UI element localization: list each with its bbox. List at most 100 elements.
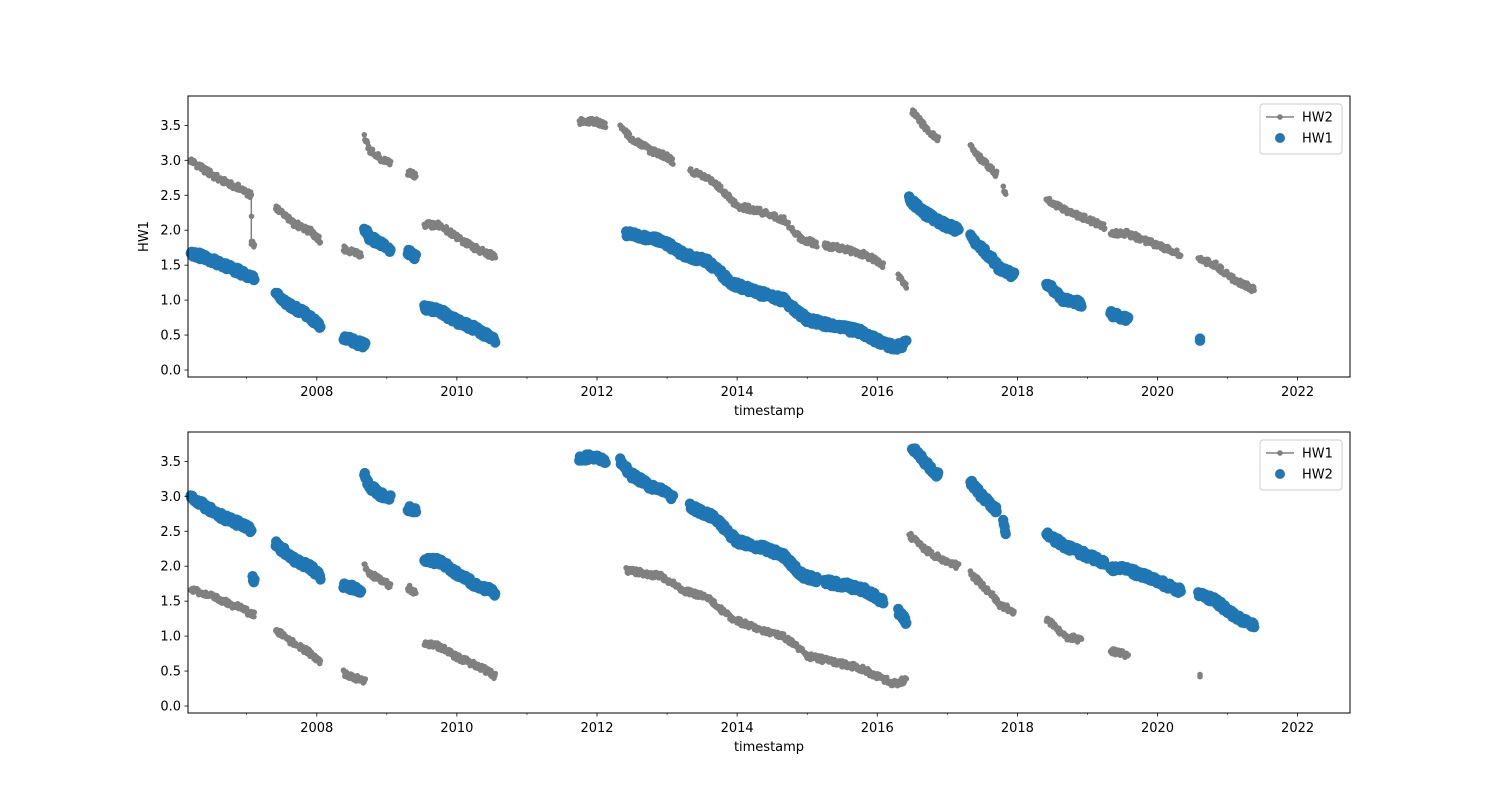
x-tick-label: 2018 bbox=[1001, 385, 1034, 400]
y-tick-label: 1.5 bbox=[160, 595, 181, 610]
data-point bbox=[362, 676, 369, 682]
x-tick-label: 2008 bbox=[300, 721, 333, 736]
data-point bbox=[602, 120, 608, 126]
legend-marker bbox=[1275, 133, 1285, 143]
data-point bbox=[1175, 586, 1186, 597]
series-hw1 bbox=[187, 530, 1203, 689]
x-tick-label: 2018 bbox=[1001, 721, 1034, 736]
data-point bbox=[1000, 183, 1007, 190]
data-point bbox=[1194, 335, 1206, 346]
data-point bbox=[315, 321, 326, 333]
data-point bbox=[243, 605, 250, 612]
x-tick-label: 2010 bbox=[440, 721, 473, 736]
x-tick-label: 2014 bbox=[721, 721, 754, 736]
data-point bbox=[1125, 652, 1131, 658]
data-point bbox=[1251, 287, 1257, 294]
x-axis-label: timestamp bbox=[734, 404, 804, 419]
data-point bbox=[991, 506, 1002, 517]
x-tick-label: 2022 bbox=[1281, 385, 1314, 400]
y-tick-label: 1.5 bbox=[160, 259, 181, 274]
data-point bbox=[602, 124, 609, 131]
data-point bbox=[1101, 225, 1108, 231]
data-point bbox=[385, 490, 396, 501]
data-point bbox=[355, 585, 367, 597]
data-point bbox=[1123, 312, 1134, 323]
data-point bbox=[315, 574, 326, 585]
y-tick-label: 1.0 bbox=[160, 630, 181, 645]
data-point bbox=[880, 260, 887, 266]
data-point bbox=[878, 598, 889, 609]
data-point bbox=[490, 337, 501, 348]
y-tick-label: 3.0 bbox=[160, 490, 181, 505]
data-point bbox=[251, 242, 258, 248]
data-point bbox=[935, 134, 942, 140]
data-point bbox=[248, 192, 254, 198]
data-point bbox=[1009, 267, 1020, 278]
data-point bbox=[955, 561, 962, 567]
y-tick-label: 2.5 bbox=[160, 525, 181, 540]
y-tick-label: 0.0 bbox=[160, 700, 181, 715]
data-point bbox=[667, 490, 679, 501]
y-tick-label: 2.0 bbox=[160, 224, 181, 239]
data-point bbox=[248, 213, 255, 220]
data-point bbox=[901, 335, 912, 346]
legend-label: HW1 bbox=[1302, 447, 1333, 462]
data-point bbox=[1213, 259, 1219, 266]
data-point bbox=[1174, 247, 1180, 253]
x-tick-label: 2020 bbox=[1141, 385, 1174, 400]
data-point bbox=[814, 244, 820, 250]
data-point bbox=[316, 233, 322, 240]
data-point bbox=[600, 457, 611, 468]
data-point bbox=[358, 253, 365, 259]
data-point bbox=[317, 239, 324, 246]
data-point bbox=[317, 657, 324, 664]
data-point bbox=[669, 156, 676, 162]
series-line-segment bbox=[190, 159, 255, 245]
data-point bbox=[413, 173, 419, 180]
data-point bbox=[1011, 608, 1017, 615]
x-tick-label: 2012 bbox=[580, 721, 613, 736]
data-point bbox=[249, 574, 260, 585]
x-tick-label: 2010 bbox=[440, 385, 473, 400]
x-tick-label: 2016 bbox=[861, 385, 894, 400]
data-point bbox=[387, 158, 394, 165]
data-point bbox=[1249, 622, 1260, 633]
legend-marker bbox=[1275, 469, 1285, 479]
data-point bbox=[1100, 221, 1107, 227]
y-tick-label: 2.0 bbox=[160, 560, 181, 575]
x-tick-label: 2020 bbox=[1141, 721, 1174, 736]
data-point bbox=[903, 675, 910, 682]
y-tick-label: 2.5 bbox=[160, 189, 181, 204]
series-hw2 bbox=[187, 107, 1257, 295]
data-point bbox=[785, 219, 791, 226]
data-point bbox=[492, 670, 499, 677]
data-point bbox=[993, 168, 1000, 175]
data-point bbox=[369, 146, 376, 153]
y-tick-label: 3.5 bbox=[160, 119, 181, 134]
legend-label: HW1 bbox=[1302, 132, 1333, 147]
data-point bbox=[385, 244, 396, 255]
data-point bbox=[933, 467, 944, 478]
data-point bbox=[1076, 301, 1087, 312]
data-point bbox=[249, 274, 260, 285]
data-point bbox=[246, 525, 257, 536]
y-axis-label: HW1 bbox=[137, 221, 152, 252]
data-point bbox=[1078, 636, 1085, 642]
x-tick-label: 2014 bbox=[721, 385, 754, 400]
y-tick-label: 3.0 bbox=[160, 154, 181, 169]
data-point bbox=[410, 506, 422, 518]
data-point bbox=[813, 239, 819, 245]
data-point bbox=[490, 588, 501, 599]
series-hw2 bbox=[185, 443, 1260, 633]
data-point bbox=[492, 254, 499, 261]
data-point bbox=[953, 224, 964, 235]
data-point bbox=[1177, 252, 1184, 259]
data-point bbox=[1002, 191, 1009, 197]
data-point bbox=[251, 613, 257, 620]
